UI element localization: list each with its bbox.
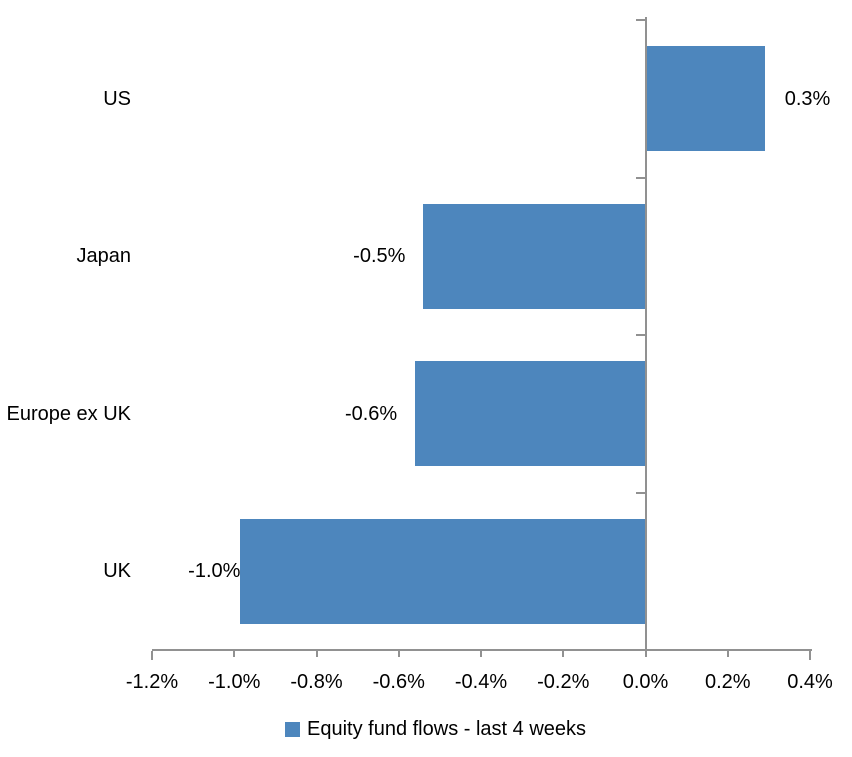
- x-tick-label-6: 0.0%: [622, 671, 669, 693]
- x-tick-label-2: -0.8%: [290, 671, 343, 693]
- value-label-europe-ex-uk: -0.6%: [344, 402, 398, 425]
- legend-label: Equity fund flows - last 4 weeks: [307, 718, 587, 740]
- bar-europe-ex-uk: [415, 361, 646, 467]
- value-label-uk: -1.0%: [188, 560, 241, 583]
- x-tick-label-7: 0.2%: [704, 671, 751, 693]
- category-axis-tick: [635, 19, 645, 21]
- category-label-europe-ex-uk: Europe ex UK: [6, 402, 131, 425]
- x-tick-label-1: -1.0%: [208, 671, 261, 693]
- x-tick-label-8: 0.4%: [787, 671, 833, 693]
- category-label-japan: Japan: [76, 245, 132, 268]
- x-axis-tick: [809, 651, 811, 660]
- x-axis-tick: [562, 651, 565, 657]
- value-label-japan: -0.5%: [353, 245, 406, 268]
- x-axis-line: [152, 649, 812, 651]
- x-axis-tick: [233, 651, 236, 657]
- x-tick-label-0: -1.2%: [125, 671, 179, 693]
- x-tick-label-5: -0.2%: [537, 671, 590, 693]
- bar-us: [645, 46, 765, 152]
- bar-uk: [240, 518, 646, 624]
- value-label-us: 0.3%: [784, 87, 831, 110]
- legend-swatch: [285, 722, 300, 737]
- category-label-us: US: [103, 87, 131, 110]
- x-axis-tick: [480, 651, 482, 657]
- x-tick-label-4: -0.4%: [454, 671, 508, 693]
- zero-axis-line: [644, 17, 647, 657]
- category-axis-tick: [635, 491, 645, 494]
- x-axis-tick: [151, 651, 153, 660]
- category-label-uk: UK: [103, 560, 131, 583]
- x-axis-tick: [315, 651, 318, 657]
- x-axis-tick: [726, 651, 729, 657]
- category-axis-tick: [635, 334, 645, 336]
- x-axis-tick: [397, 651, 400, 657]
- bar-japan: [423, 203, 646, 309]
- x-tick-label-3: -0.6%: [372, 671, 425, 693]
- category-axis-tick: [635, 176, 645, 179]
